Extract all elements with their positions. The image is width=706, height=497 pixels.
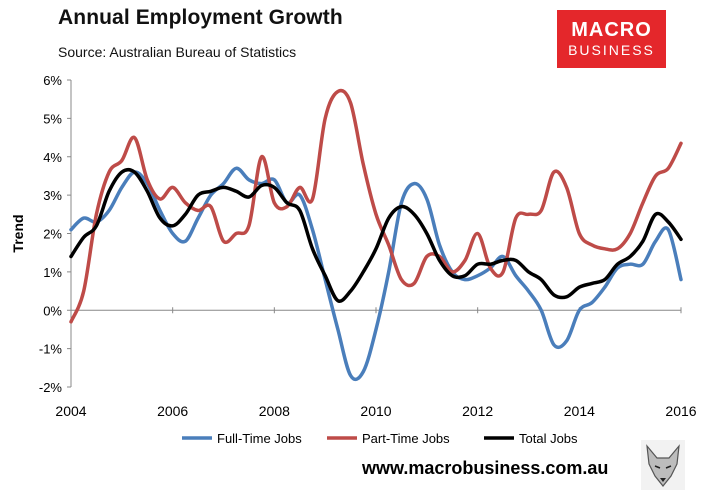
chart-title: Annual Employment Growth xyxy=(58,6,343,29)
x-tick-label: 2004 xyxy=(55,403,86,419)
website-url: www.macrobusiness.com.au xyxy=(362,458,609,478)
y-tick-label: 4% xyxy=(43,150,62,165)
series-line-part-time-jobs xyxy=(69,88,683,324)
x-tick-label: 2016 xyxy=(665,403,696,419)
y-tick-label: -2% xyxy=(39,380,63,395)
y-tick-label: 3% xyxy=(43,188,62,203)
x-tick-label: 2008 xyxy=(259,403,290,419)
y-tick-label: 2% xyxy=(43,227,62,242)
y-tick-label: 6% xyxy=(43,73,62,88)
y-tick-label: 1% xyxy=(43,265,62,280)
legend-label: Total Jobs xyxy=(519,431,578,446)
y-tick-label: 5% xyxy=(43,111,62,126)
series-line-full-time-jobs xyxy=(69,166,683,382)
fox-mascot-icon xyxy=(641,440,685,490)
logo-line-2: BUSINESS xyxy=(568,42,655,58)
x-tick-label: 2014 xyxy=(564,403,595,419)
y-tick-label: -1% xyxy=(39,342,63,357)
chart-subtitle: Source: Australian Bureau of Statistics xyxy=(58,44,297,60)
x-tick-label: 2012 xyxy=(462,403,493,419)
x-tick-label: 2010 xyxy=(360,403,391,419)
legend-label: Full-Time Jobs xyxy=(217,431,302,446)
y-tick-label: 0% xyxy=(43,303,62,318)
legend-label: Part-Time Jobs xyxy=(362,431,450,446)
macrobusiness-logo: MACRO BUSINESS xyxy=(557,10,666,68)
x-tick-label: 2006 xyxy=(157,403,188,419)
y-axis-label: Trend xyxy=(10,214,26,252)
logo-line-1: MACRO xyxy=(571,19,652,41)
series-line-total-jobs xyxy=(69,167,683,303)
